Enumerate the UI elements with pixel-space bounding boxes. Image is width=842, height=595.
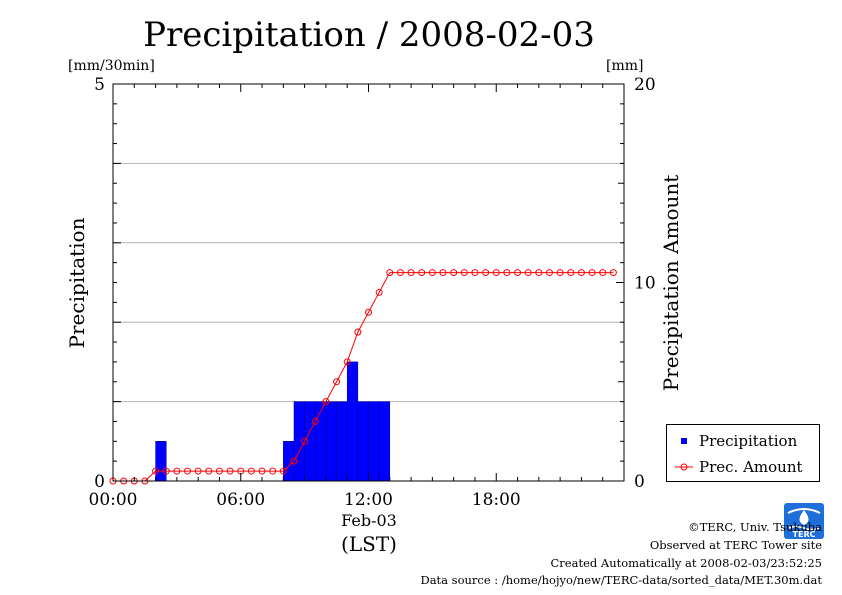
precipitation-bar (368, 401, 380, 482)
x-tick-label: 00:00 (89, 490, 138, 510)
precipitation-bar (155, 441, 167, 482)
amount-point (184, 467, 192, 475)
amount-point (269, 467, 277, 475)
amount-point (365, 308, 372, 316)
amount-point (492, 269, 500, 277)
amount-point (407, 269, 415, 277)
amount-point (577, 269, 585, 277)
amount-point (333, 378, 341, 386)
amount-point (471, 269, 479, 277)
x-tick-label: 18:00 (472, 490, 521, 510)
amount-point (279, 467, 287, 475)
precipitation-bar (336, 401, 348, 482)
footer-copyright: ©TERC, Univ. Tsukuba (688, 520, 822, 534)
amount-point (396, 269, 404, 277)
y-tick-label: 0 (94, 472, 105, 492)
amount-point (460, 269, 468, 277)
amount-point (354, 328, 362, 336)
amount-point (386, 269, 394, 277)
y-right-axis-title: Precipitation Amount (659, 175, 683, 392)
precipitation-bar (378, 401, 391, 482)
legend-line-swatch (675, 457, 693, 477)
amount-point (152, 467, 160, 475)
amount-point (301, 437, 309, 445)
chart-title: Precipitation / 2008-02-03 (143, 15, 595, 55)
x-tick-label: 06:00 (216, 490, 265, 510)
amount-point (545, 269, 553, 277)
precipitation-bar (283, 441, 295, 482)
legend-label-precipitation: Precipitation (699, 432, 798, 450)
legend: Precipitation Prec. Amount (666, 424, 820, 482)
footer-source: Data source : /home/hojyo/new/TERC-data/… (420, 573, 822, 587)
legend-item-prec-amount: Prec. Amount (675, 457, 803, 477)
left-unit-label: [mm/30min] (68, 58, 155, 74)
amount-point (215, 467, 223, 475)
y-right-tick-label: 10 (634, 274, 656, 294)
x-tick-label: 12:00 (344, 490, 393, 510)
amount-point (450, 269, 458, 277)
amount-point (247, 467, 255, 475)
legend-label-prec-amount: Prec. Amount (699, 458, 803, 476)
amount-point (439, 269, 447, 277)
bars-layer (155, 361, 391, 482)
amount-point (226, 467, 234, 475)
logo-text: TERC (793, 530, 816, 539)
line-layer (109, 269, 617, 485)
y-right-tick-label: 20 (634, 75, 656, 95)
y-axis-title: Precipitation (65, 217, 89, 348)
x-date-label: Feb-03 (341, 511, 397, 530)
terc-logo: TERC (784, 503, 824, 539)
amount-point (162, 467, 170, 475)
precipitation-bar (325, 401, 337, 482)
amount-point (514, 269, 522, 277)
amount-point (535, 269, 543, 277)
y-tick-label: 5 (94, 75, 105, 95)
amount-point (428, 269, 436, 277)
amount-point (258, 467, 266, 475)
amount-point (311, 417, 319, 425)
amount-point (588, 269, 596, 277)
axis-layer: 00:00 06:00 12:00 18:00 0 5 0 10 20 (89, 75, 656, 510)
precipitation-bar (357, 401, 369, 482)
footer-created: Created Automatically at 2008-02-03/23:5… (550, 556, 823, 570)
amount-point (567, 269, 575, 277)
amount-point (609, 269, 617, 277)
amount-point (205, 467, 213, 475)
legend-bar-swatch (675, 431, 693, 451)
precipitation-bar (293, 401, 305, 482)
amount-line (113, 272, 614, 482)
right-unit-label: [mm] (606, 58, 643, 74)
precipitation-bar (315, 401, 327, 482)
amount-point (343, 358, 351, 366)
amount-point (524, 269, 532, 277)
amount-point (290, 457, 298, 465)
precipitation-bar (346, 361, 359, 482)
y-right-tick-label: 0 (634, 472, 645, 492)
amount-point (503, 269, 511, 277)
precipitation-bar (304, 401, 316, 482)
amount-point (322, 398, 330, 406)
amount-point (482, 269, 490, 277)
amount-point (418, 269, 426, 277)
grid-layer (113, 162, 624, 403)
x-axis-title: (LST) (341, 532, 397, 556)
legend-item-precipitation: Precipitation (675, 431, 797, 451)
amount-point (599, 269, 607, 277)
amount-point (556, 269, 564, 277)
amount-point (194, 467, 202, 475)
footer-observed: Observed at TERC Tower site (649, 538, 822, 552)
amount-point (375, 288, 383, 296)
amount-point (173, 467, 181, 475)
